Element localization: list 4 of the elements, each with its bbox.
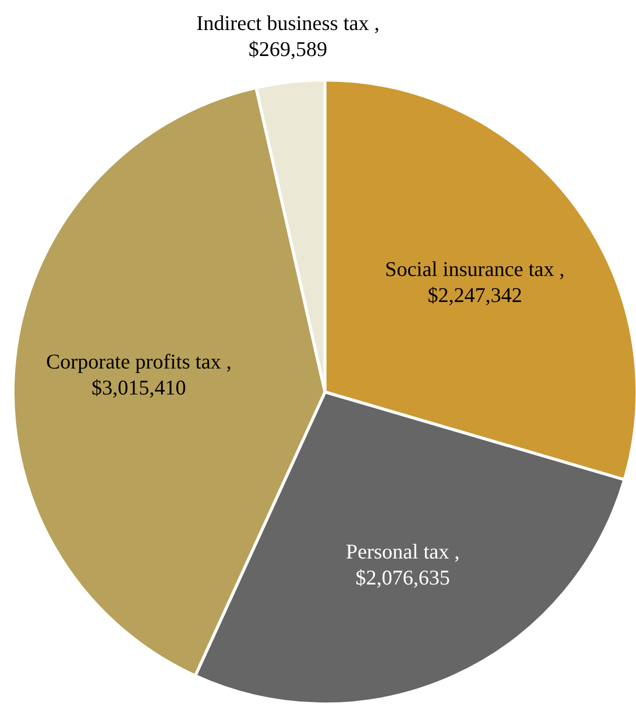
slice-label: Personal tax , $2,076,635 xyxy=(346,539,460,590)
slice-label: Indirect business tax , $269,589 xyxy=(196,11,380,62)
slice-label: Corporate profits tax , $3,015,410 xyxy=(46,350,232,400)
slice-label: Social insurance tax , $2,247,342 xyxy=(385,256,565,307)
